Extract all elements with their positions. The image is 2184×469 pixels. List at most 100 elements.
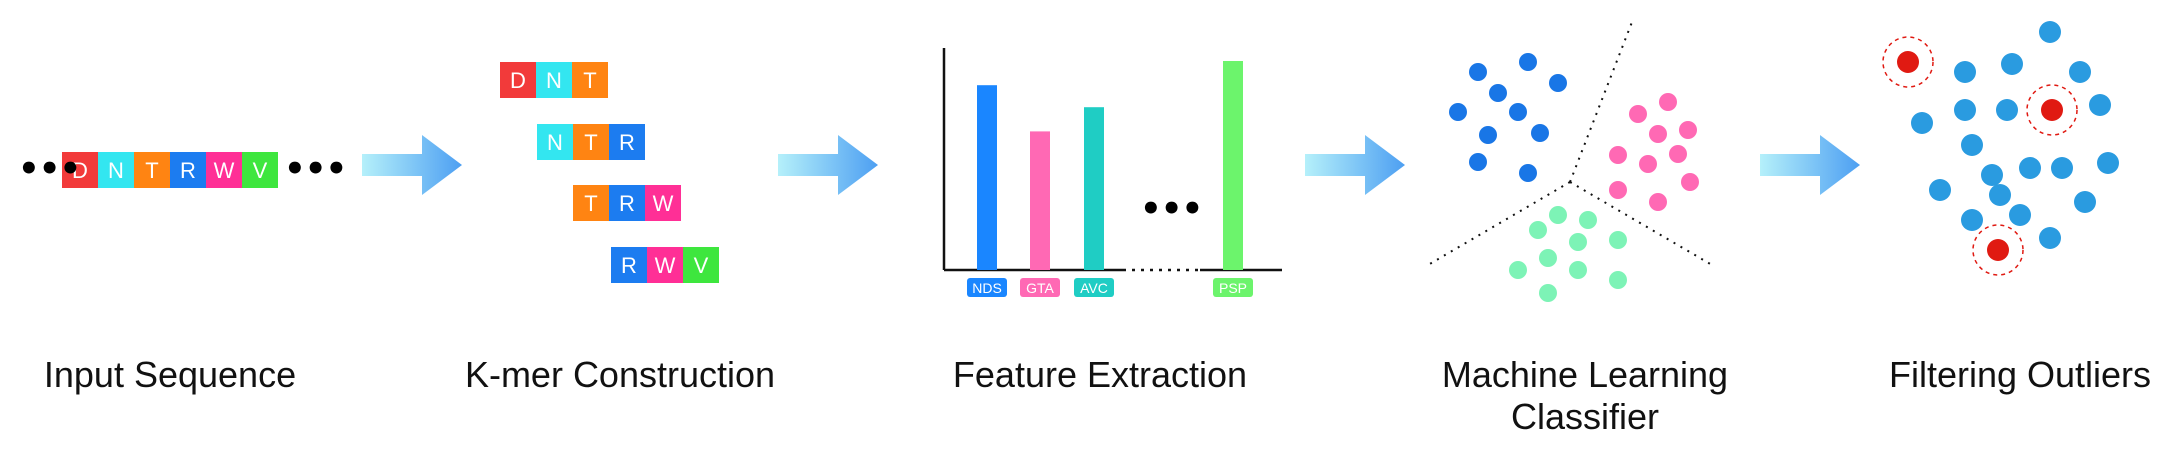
- inlier-point-18: [1961, 209, 1983, 231]
- kmer-1-residue-D-letter: D: [510, 68, 526, 93]
- feature-label-nds: NDS: [972, 280, 1002, 296]
- cluster-b-point-8: [1681, 173, 1699, 191]
- cluster-c-point-6: [1539, 249, 1557, 267]
- cluster-a-point-5: [1449, 103, 1467, 121]
- cluster-c-point-1: [1549, 206, 1567, 224]
- cluster-c-point-5: [1609, 231, 1627, 249]
- cluster-b-point-10: [1649, 193, 1667, 211]
- feature-ellipsis: •••: [1140, 189, 1203, 229]
- outlier-point-3: [1987, 239, 2009, 261]
- feature-label-avc: AVC: [1080, 280, 1108, 296]
- kmer-2-residue-R-box: [609, 124, 645, 160]
- inlier-point-12: [2051, 157, 2073, 179]
- cluster-c-point-3: [1529, 221, 1547, 239]
- sequence-residue-D-box: [62, 152, 98, 188]
- feature-label-psp: PSP: [1219, 280, 1247, 296]
- kmer-4-residue-W-letter: W: [655, 253, 676, 278]
- inlier-point-9: [1961, 134, 1983, 156]
- inlier-point-19: [2039, 227, 2061, 249]
- kmer-3-residue-T-letter: T: [584, 191, 597, 216]
- cluster-c-point-7: [1509, 261, 1527, 279]
- kmer-1-residue-T-letter: T: [583, 68, 596, 93]
- cluster-b-point-2: [1659, 93, 1677, 111]
- kmer-2-residue-T-box: [573, 124, 609, 160]
- kmer-4-residue-R-letter: R: [621, 253, 637, 278]
- inlier-point-16: [2009, 204, 2031, 226]
- inlier-point-1: [2039, 21, 2061, 43]
- cluster-c-point-9: [1609, 271, 1627, 289]
- sequence-residue-T-letter: T: [145, 158, 158, 183]
- inlier-point-5: [1911, 112, 1933, 134]
- cluster-a-point-8: [1531, 124, 1549, 142]
- decision-boundary-left: [1427, 181, 1571, 266]
- kmer-4-residue-W-box: [647, 247, 683, 283]
- stage-label-kmer-construction: K-mer Construction: [464, 354, 776, 395]
- sequence-residue-R-letter: R: [180, 158, 196, 183]
- kmer-1-residue-D-box: [500, 62, 536, 98]
- feature-label-badge-nds: [967, 278, 1007, 297]
- feature-label-badge-psp: [1213, 278, 1253, 297]
- kmer-1-residue-T-box: [572, 62, 608, 98]
- inlier-point-4: [2069, 61, 2091, 83]
- kmer-3-residue-R-letter: R: [619, 191, 635, 216]
- cluster-a-point-10: [1519, 164, 1537, 182]
- sequence-residue-V-letter: V: [253, 158, 268, 183]
- cluster-b-point-9: [1609, 181, 1627, 199]
- cluster-a-point-9: [1469, 153, 1487, 171]
- outlier-ring-2: [2026, 84, 2078, 136]
- kmer-1-residue-N-box: [536, 62, 572, 98]
- sequence-ellipsis-right: •••: [284, 149, 347, 189]
- cluster-b-point-3: [1679, 121, 1697, 139]
- kmer-3-residue-T-box: [573, 185, 609, 221]
- cluster-b-point-5: [1609, 146, 1627, 164]
- kmer-2-residue-R-letter: R: [619, 130, 635, 155]
- kmer-3-residue-W-box: [645, 185, 681, 221]
- kmer-3-residue-R-box: [609, 185, 645, 221]
- cluster-c-point-10: [1539, 284, 1557, 302]
- stage-label-input-sequence: Input Sequence: [43, 354, 297, 395]
- feature-label-badge-gta: [1020, 278, 1060, 297]
- outlier-point-2: [2041, 99, 2063, 121]
- inlier-point-14: [1929, 179, 1951, 201]
- inlier-point-8: [2089, 94, 2111, 116]
- flow-arrow-4: [1760, 135, 1860, 195]
- cluster-a-point-2: [1519, 53, 1537, 71]
- kmer-4-residue-V-letter: V: [694, 253, 709, 278]
- sequence-residue-T-box: [134, 152, 170, 188]
- outlier-ring-1: [1882, 36, 1934, 88]
- cluster-c-point-2: [1579, 211, 1597, 229]
- cluster-b-point-4: [1649, 125, 1667, 143]
- feature-bar-avc: [1084, 107, 1104, 270]
- sequence-residue-N-letter: N: [108, 158, 124, 183]
- stage-label-filtering-outliers: Filtering Outliers: [1888, 354, 2152, 395]
- stage-label-ml-classifier: Machine Learning Classifier: [1441, 354, 1729, 437]
- cluster-c-point-8: [1569, 261, 1587, 279]
- inlier-point-13: [2097, 152, 2119, 174]
- inlier-point-15: [1989, 184, 2011, 206]
- feature-bar-nds: [977, 85, 997, 270]
- inlier-point-2: [1954, 61, 1976, 83]
- cluster-a-point-1: [1469, 63, 1487, 81]
- inlier-point-17: [2074, 191, 2096, 213]
- kmer-4-residue-V-box: [683, 247, 719, 283]
- inlier-point-7: [1996, 99, 2018, 121]
- kmer-1-residue-N-letter: N: [546, 68, 562, 93]
- outlier-ring-3: [1972, 224, 2024, 276]
- flow-arrow-3: [1305, 135, 1405, 195]
- inlier-point-3: [2001, 53, 2023, 75]
- kmer-2-residue-N-letter: N: [547, 130, 563, 155]
- cluster-a-point-3: [1549, 74, 1567, 92]
- sequence-residue-R-box: [170, 152, 206, 188]
- cluster-a-point-7: [1479, 126, 1497, 144]
- flow-arrow-1: [362, 135, 462, 195]
- kmer-3-residue-W-letter: W: [653, 191, 674, 216]
- inlier-point-6: [1954, 99, 1976, 121]
- feature-label-badge-avc: [1074, 278, 1114, 297]
- stage-label-feature-extraction: Feature Extraction: [952, 354, 1248, 395]
- cluster-b-point-6: [1669, 145, 1687, 163]
- sequence-residue-D-letter: D: [72, 158, 88, 183]
- sequence-residue-W-letter: W: [214, 158, 235, 183]
- sequence-residue-V-box: [242, 152, 278, 188]
